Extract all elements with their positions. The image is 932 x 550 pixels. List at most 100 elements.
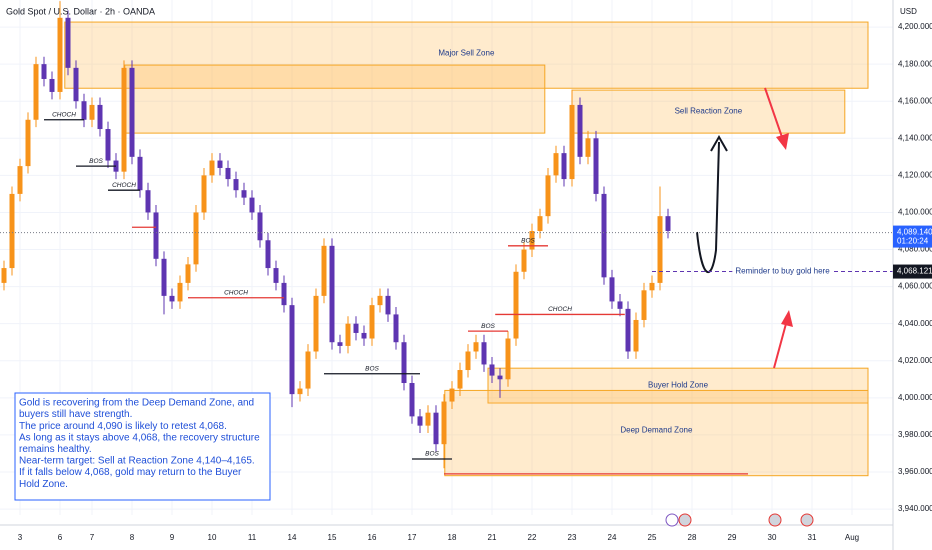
- candle-body: [137, 156, 143, 191]
- zone: [444, 389, 869, 477]
- candle-body: [513, 271, 519, 339]
- structure-label: BOS: [425, 451, 439, 458]
- countdown-label: 01:20:24: [897, 237, 929, 246]
- x-tick-label: 24: [608, 533, 617, 542]
- y-tick-label: 4,100.000: [898, 208, 932, 217]
- candle-body: [57, 17, 63, 92]
- red-arrow: [773, 319, 788, 369]
- zone: [487, 367, 869, 404]
- candle-body: [369, 305, 375, 339]
- reminder-price-label: 4,068.121: [897, 267, 932, 276]
- y-tick-label: 4,160.000: [898, 96, 932, 105]
- candle-body: [49, 78, 55, 92]
- candle-body: [1, 268, 7, 283]
- candle-body: [457, 370, 463, 389]
- structure-label: CHOCH: [548, 306, 572, 313]
- candle-body: [289, 305, 295, 395]
- event-icon[interactable]: [768, 513, 782, 527]
- x-tick-label: 28: [688, 533, 697, 542]
- candle-body: [161, 258, 167, 296]
- note-line: The price around 4,090 is likely to rete…: [19, 421, 227, 432]
- candle-body: [633, 319, 639, 352]
- x-tick-label: 21: [488, 533, 497, 542]
- candle-body: [409, 383, 415, 417]
- candle-body: [441, 401, 447, 445]
- note-line: Hold Zone.: [19, 479, 68, 490]
- candle-body: [465, 351, 471, 371]
- y-tick-label: 3,940.000: [898, 504, 932, 513]
- x-tick-label: 8: [130, 533, 135, 542]
- candle-body: [377, 295, 383, 306]
- x-tick-label: 11: [248, 533, 257, 542]
- currency: USD: [900, 7, 917, 16]
- candle-body: [625, 308, 631, 352]
- projection-arrowhead: [710, 134, 728, 152]
- projection-curve: [696, 141, 720, 273]
- y-tick-label: 4,020.000: [898, 356, 932, 365]
- candle-body: [393, 314, 399, 343]
- structure-label: BOS: [481, 323, 495, 330]
- x-tick-label: 14: [288, 533, 297, 542]
- last-price-tag: [893, 225, 932, 248]
- candle-body: [401, 342, 407, 384]
- candle-body: [9, 193, 15, 269]
- candle-body: [65, 17, 71, 68]
- candle-body: [537, 216, 543, 231]
- zone-label: Buyer Hold Zone: [648, 381, 709, 390]
- candle-body: [449, 388, 455, 402]
- zone: [571, 89, 846, 134]
- candle-body: [25, 119, 31, 167]
- candle-body: [609, 277, 615, 302]
- event-icon[interactable]: [678, 513, 692, 527]
- structure-label: CHOCH: [112, 182, 136, 189]
- zones: [64, 21, 869, 477]
- x-tick-label: 9: [170, 533, 175, 542]
- candle-body: [257, 212, 263, 241]
- candle-body: [129, 67, 135, 157]
- red-arrow: [764, 87, 784, 141]
- candle-body: [265, 240, 271, 269]
- event-icon[interactable]: [665, 513, 679, 527]
- event-icon[interactable]: [800, 513, 814, 527]
- candle-body: [361, 332, 367, 339]
- note-line: buyers still have strength.: [19, 409, 132, 420]
- candle-body: [177, 282, 183, 302]
- candle-body: [569, 104, 575, 180]
- overlay: Major Sell Zone Sell Reaction Zone Buyer H…: [0, 48, 893, 475]
- structure-label: BOS: [89, 158, 103, 165]
- candle-body: [385, 295, 391, 315]
- y-tick-label: 3,960.000: [898, 467, 932, 476]
- structure-label: CHOCH: [52, 111, 76, 118]
- candle-body: [337, 342, 343, 346]
- candle-body: [17, 166, 23, 194]
- candle-body: [505, 338, 511, 380]
- currency-box: [896, 5, 918, 18]
- candle-body: [601, 193, 607, 278]
- structure-label: BOS: [521, 238, 535, 245]
- candle-body: [33, 64, 39, 120]
- y-tick-label: 4,060.000: [898, 282, 932, 291]
- note-line: Near-term target: Sell at Reaction Zone …: [19, 456, 255, 467]
- candle-body: [553, 153, 559, 176]
- y-tick-label: 4,040.000: [898, 319, 932, 328]
- x-tick-label: 29: [728, 533, 737, 542]
- x-tick-label: 25: [648, 533, 657, 542]
- structure-label: BOS: [365, 365, 379, 372]
- reminder-text: Reminder to buy gold here: [735, 267, 830, 276]
- candle-body: [153, 212, 159, 259]
- zone-label: Deep Demand Zone: [620, 426, 693, 435]
- note-box: [14, 392, 271, 501]
- x-tick-label: 6: [58, 533, 63, 542]
- red-arrowhead: [776, 133, 789, 150]
- candles: [1, 1, 671, 469]
- candle-body: [657, 216, 663, 283]
- x-tick-label: 7: [90, 533, 95, 542]
- y-tick-label: 4,080.000: [898, 245, 932, 254]
- candle-body: [577, 104, 583, 157]
- candle-body: [297, 388, 303, 395]
- candle-body: [329, 245, 335, 343]
- y-tick-label: 3,980.000: [898, 430, 932, 439]
- axis-labels: 3,940.000 3,960.000 3,980.000 4,000.000 4,02…: [18, 22, 932, 542]
- last-price-label: 4,089.140: [897, 228, 932, 237]
